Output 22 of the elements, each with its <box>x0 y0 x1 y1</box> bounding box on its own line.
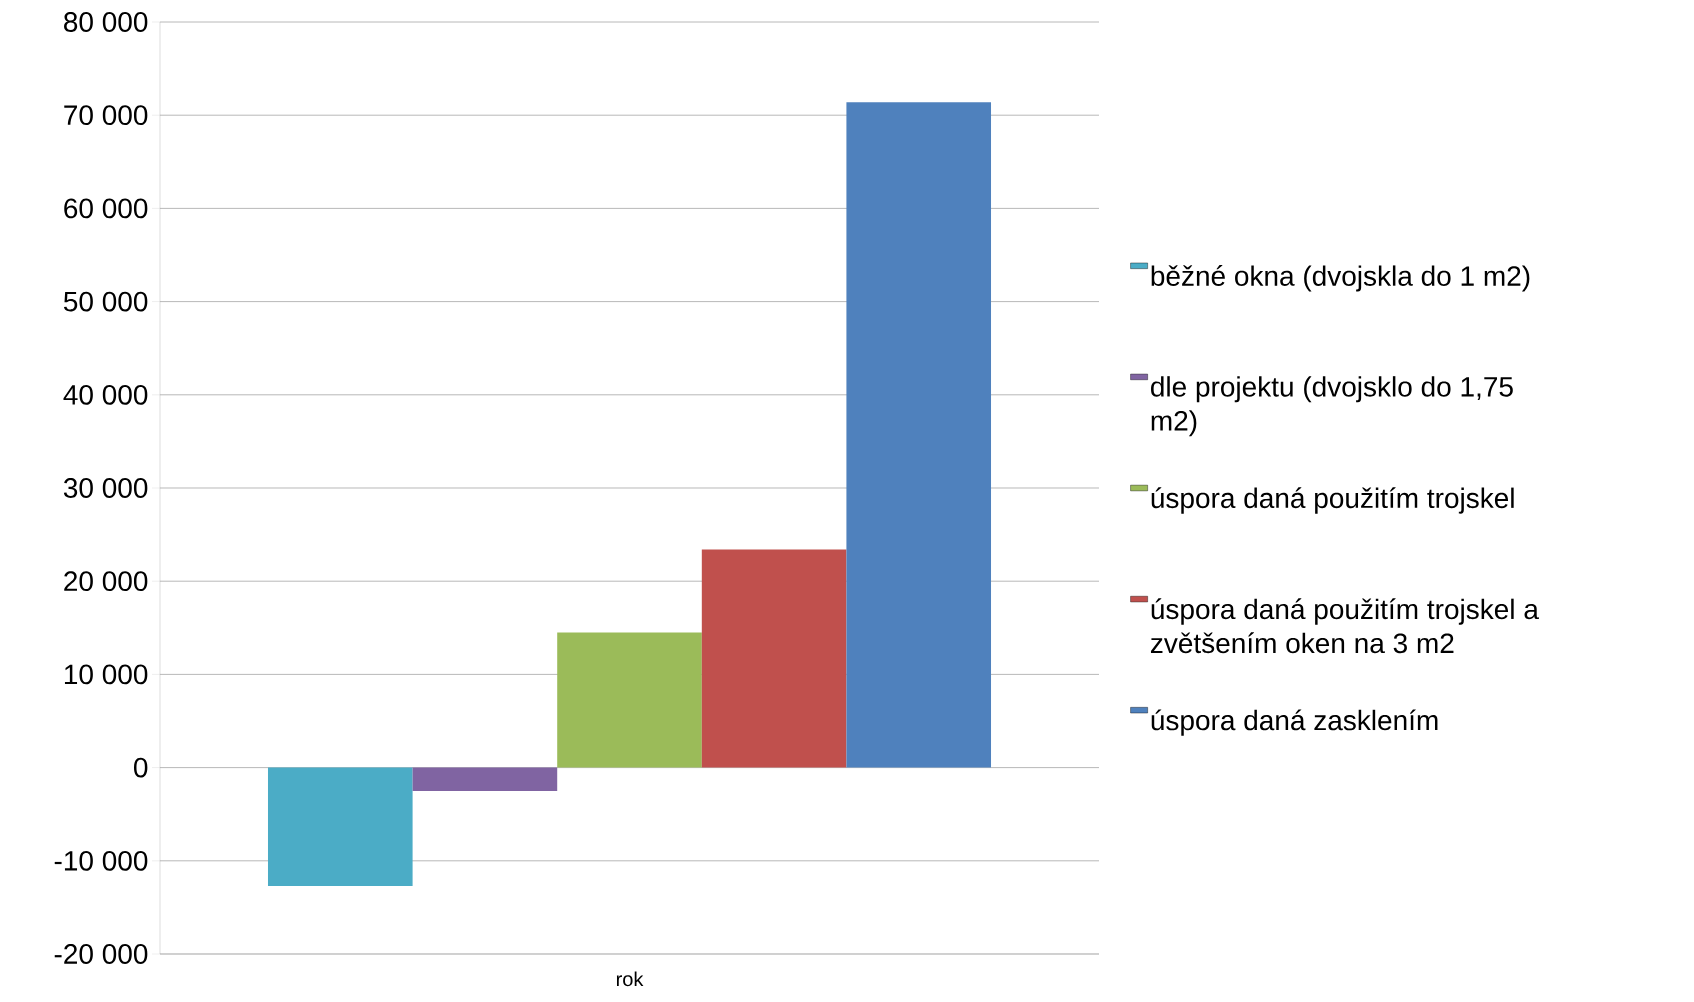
y-tick-label: 80 000 <box>64 12 148 32</box>
y-tick-label: 70 000 <box>64 105 148 126</box>
y-tick-label: -20 000 <box>54 944 148 964</box>
y-tick-label: 40 000 <box>63 384 148 405</box>
y-tick-label: 60 000 <box>64 198 148 219</box>
y-tick-label: 50 000 <box>63 291 148 312</box>
legend-label: úspora daná použitím trojskel <box>1151 487 1514 514</box>
legend-label: úspora daná použitím trojskel a zvětšením oken na 3 m2 <box>1150 598 1539 654</box>
legend-label: úspora daná zasklením <box>1151 709 1438 736</box>
legend-label: běžné okna (dvojskla do 1 m2) <box>1151 265 1530 292</box>
y-tick-label: -10 000 <box>54 850 148 871</box>
bar <box>557 632 702 768</box>
y-tick-label: 20 000 <box>64 571 148 592</box>
bar <box>412 767 558 791</box>
y-tick-label: 30 000 <box>63 478 148 498</box>
bar <box>701 549 847 768</box>
bar <box>846 102 992 768</box>
y-tick-label: 0 <box>134 757 148 778</box>
x-tick-label: rok <box>616 971 644 987</box>
y-tick-label: 10 000 <box>64 664 148 685</box>
bar <box>267 767 413 886</box>
legend-label: dle projektu (dvojsklo do 1,75 m2) <box>1151 376 1513 437</box>
